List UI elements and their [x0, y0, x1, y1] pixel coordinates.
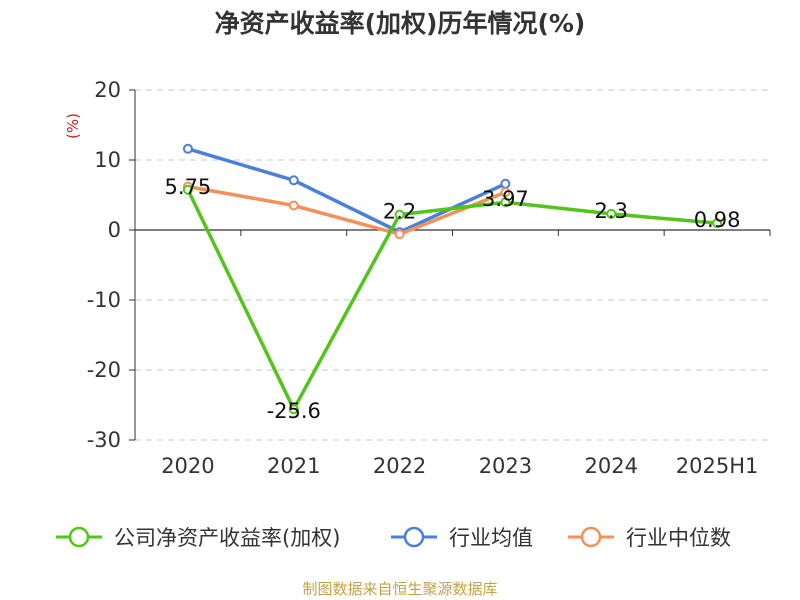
series-point	[606, 208, 617, 219]
data-label: 0.98	[694, 208, 741, 232]
series-point	[182, 143, 193, 154]
series-point	[500, 187, 511, 198]
series-point	[288, 175, 299, 186]
data-source-note: 制图数据来自恒生聚源数据库	[302, 580, 498, 598]
series-point	[500, 197, 511, 208]
chart-title: 净资产收益率(加权)历年情况(%)	[214, 9, 586, 38]
data-label: -25.6	[267, 399, 321, 423]
series-line	[187, 184, 507, 236]
series-line	[186, 188, 718, 411]
y-tick-label: -10	[87, 288, 121, 312]
legend-marker	[403, 526, 425, 548]
series-point	[394, 229, 405, 240]
data-label: 2.3	[595, 199, 628, 223]
legend-marker	[68, 526, 90, 548]
y-tick-label: 20	[94, 78, 121, 102]
series-point	[288, 200, 299, 211]
series-point	[182, 184, 193, 195]
legend-label: 行业均值	[449, 526, 533, 550]
legend-label: 行业中位数	[626, 526, 731, 550]
data-label: 5.75	[165, 175, 212, 199]
y-tick-label: -20	[87, 358, 121, 382]
series-point	[394, 209, 405, 220]
y-axis-unit-label: (%)	[64, 113, 82, 139]
x-tick-label: 2021	[267, 454, 320, 478]
data-label: 3.97	[482, 187, 529, 211]
x-tick-label: 2023	[479, 454, 532, 478]
y-tick-label: 10	[94, 148, 121, 172]
y-tick-label: 0	[108, 218, 121, 242]
legend-label: 公司净资产收益率(加权)	[114, 526, 340, 550]
x-tick-label: 2020	[161, 454, 214, 478]
series-point	[288, 404, 299, 415]
x-tick-label: 2025H1	[676, 454, 759, 478]
y-tick-label: -30	[87, 428, 121, 452]
legend-marker	[580, 526, 602, 548]
data-label: 2.2	[383, 200, 416, 224]
x-tick-label: 2022	[373, 454, 426, 478]
series-point	[712, 218, 723, 229]
x-tick-label: 2024	[585, 454, 638, 478]
